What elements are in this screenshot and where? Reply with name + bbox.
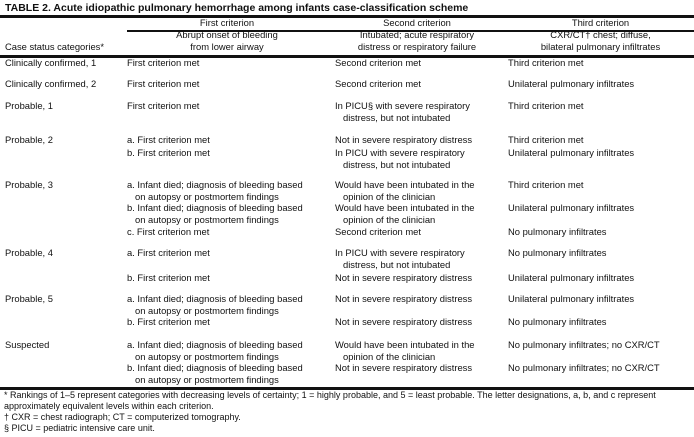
- cell-third-criterion: Third criterion met: [508, 57, 584, 68]
- cell-first-criterion: a. First criterion met: [127, 247, 210, 258]
- cell-second-criterion: Second criterion met: [335, 78, 421, 89]
- cell-first-criterion: a. Infant died; diagnosis of bleeding ba…: [127, 179, 303, 202]
- cell-first-criterion: First criterion met: [127, 100, 200, 111]
- cell-third-criterion: Unilateral pulmonary infiltrates: [508, 147, 635, 158]
- subheader-second: Intubated; acute respiratory distress or…: [357, 29, 477, 52]
- group-rule: [127, 30, 694, 32]
- cell-first-criterion: a. First criterion met: [127, 134, 210, 145]
- cell-second-criterion: Not in severe respiratory distress: [335, 293, 473, 304]
- cell-first-criterion: b. First criterion met: [127, 272, 210, 283]
- row-category: Probable, 5: [5, 293, 53, 304]
- cell-first-criterion: b. Infant died; diagnosis of bleeding ba…: [127, 362, 303, 385]
- row-category: Probable, 4: [5, 247, 53, 258]
- cell-first-criterion: a. Infant died; diagnosis of bleeding ba…: [127, 293, 303, 316]
- footnote-rankings: * Rankings of 1–5 represent categories w…: [4, 390, 656, 411]
- subheader-third: CXR/CT† chest; diffuse, bilateral pulmon…: [540, 29, 661, 52]
- cell-second-criterion: Second criterion met: [335, 226, 421, 237]
- cell-third-criterion: No pulmonary infiltrates: [508, 316, 607, 327]
- cell-third-criterion: No pulmonary infiltrates; no CXR/CT: [508, 362, 660, 373]
- row-category: Clinically confirmed, 2: [5, 78, 97, 89]
- cell-third-criterion: No pulmonary infiltrates; no CXR/CT: [508, 339, 660, 350]
- cell-first-criterion: b. First criterion met: [127, 147, 210, 158]
- row-category: Suspected: [5, 339, 50, 350]
- title-rule: [0, 15, 694, 18]
- cell-third-criterion: Third criterion met: [508, 100, 584, 111]
- cell-second-criterion: Would have been intubated in the opinion…: [335, 202, 475, 225]
- cell-second-criterion: Not in severe respiratory distress: [335, 362, 473, 373]
- cell-second-criterion: Would have been intubated in the opinion…: [335, 339, 475, 362]
- header-rule: [0, 55, 694, 58]
- bottom-rule: [0, 387, 694, 390]
- row-category: Probable, 2: [5, 134, 53, 145]
- cell-third-criterion: Unilateral pulmonary infiltrates: [508, 202, 635, 213]
- footnote-cxr: † CXR = chest radiograph; CT = computeri…: [4, 412, 241, 422]
- cell-third-criterion: No pulmonary infiltrates: [508, 226, 607, 237]
- cell-second-criterion: Not in severe respiratory distress: [335, 272, 473, 283]
- header-second-criterion: Second criterion: [383, 17, 451, 28]
- row-category: Probable, 3: [5, 179, 53, 190]
- header-case-status: Case status categories*: [5, 41, 105, 52]
- table-title: TABLE 2. Acute idiopathic pulmonary hemo…: [5, 2, 469, 14]
- cell-third-criterion: Third criterion met: [508, 179, 584, 190]
- footnote-picu: § PICU = pediatric intensive care unit.: [4, 422, 155, 433]
- cell-second-criterion: Second criterion met: [335, 57, 421, 68]
- header-third-criterion: Third criterion: [571, 17, 630, 28]
- cell-second-criterion: In PICU with severe respiratory distress…: [335, 247, 465, 270]
- cell-first-criterion: b. Infant died; diagnosis of bleeding ba…: [127, 202, 303, 225]
- cell-second-criterion: In PICU with severe respiratory distress…: [335, 147, 465, 170]
- cell-first-criterion: b. First criterion met: [127, 316, 210, 327]
- cell-third-criterion: Third criterion met: [508, 134, 584, 145]
- row-category: Clinically confirmed, 1: [5, 57, 97, 68]
- cell-second-criterion: In PICU§ with severe respiratory distres…: [335, 100, 470, 123]
- subheader-first: Abrupt onset of bleeding from lower airw…: [176, 29, 278, 52]
- cell-first-criterion: a. Infant died; diagnosis of bleeding ba…: [127, 339, 303, 362]
- cell-third-criterion: Unilateral pulmonary infiltrates: [508, 293, 635, 304]
- row-category: Probable, 1: [5, 100, 53, 111]
- cell-second-criterion: Not in severe respiratory distress: [335, 134, 473, 145]
- cell-first-criterion: First criterion met: [127, 78, 200, 89]
- cell-third-criterion: No pulmonary infiltrates: [508, 247, 607, 258]
- cell-third-criterion: Unilateral pulmonary infiltrates: [508, 78, 635, 89]
- cell-first-criterion: c. First criterion met: [127, 226, 210, 237]
- cell-first-criterion: First criterion met: [127, 57, 200, 68]
- cell-second-criterion: Not in severe respiratory distress: [335, 316, 473, 327]
- cell-second-criterion: Would have been intubated in the opinion…: [335, 179, 475, 202]
- header-first-criterion: First criterion: [199, 17, 255, 28]
- cell-third-criterion: Unilateral pulmonary infiltrates: [508, 272, 635, 283]
